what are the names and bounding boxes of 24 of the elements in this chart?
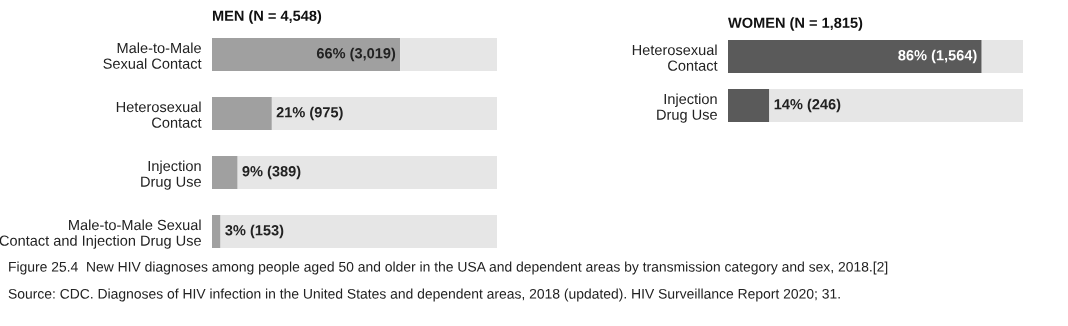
y-tick-label: Heterosexual Contact [116, 101, 202, 128]
data-label: 14% (246) [774, 98, 841, 113]
data-label: 3% (153) [225, 224, 284, 239]
bar [212, 96, 272, 131]
bar [400, 37, 497, 72]
chart-title: MEN (N = 4,548) [212, 10, 322, 24]
bar [220, 214, 497, 249]
bar [212, 155, 238, 190]
y-tick-label: Male-to-Male Sexual Contact [103, 42, 202, 69]
source-note: Source: CDC. Diagnoses of HIV infection in the United States and dependent areas, 2018 (updated). HIV Surveillance Report 2020; 31. [8, 288, 840, 302]
y-tick-label: Male-to-Male Sexual Contact and Injection Drug Use [0, 219, 201, 249]
bar [212, 214, 221, 249]
y-tick-label: Injection Drug Use [657, 93, 717, 123]
y-tick-label: Injection Drug Use [141, 160, 201, 190]
y-tick-label: Heterosexual Contact [632, 44, 718, 71]
bar [212, 37, 401, 72]
chart-title: WOMEN (N = 1,815) [728, 17, 863, 31]
data-label: 66% (3,019) [316, 47, 396, 62]
bar [237, 155, 497, 190]
bar [271, 96, 497, 131]
data-label: 86% (1,564) [898, 49, 977, 64]
data-label: 9% (389) [242, 165, 301, 180]
data-label: 21% (975) [276, 106, 343, 121]
annotation: Figure 25.4 New HIV diagnoses among people aged 50 and older in the USA and dependent areas by transmission category and sex, 2018.[2] [9, 261, 888, 275]
